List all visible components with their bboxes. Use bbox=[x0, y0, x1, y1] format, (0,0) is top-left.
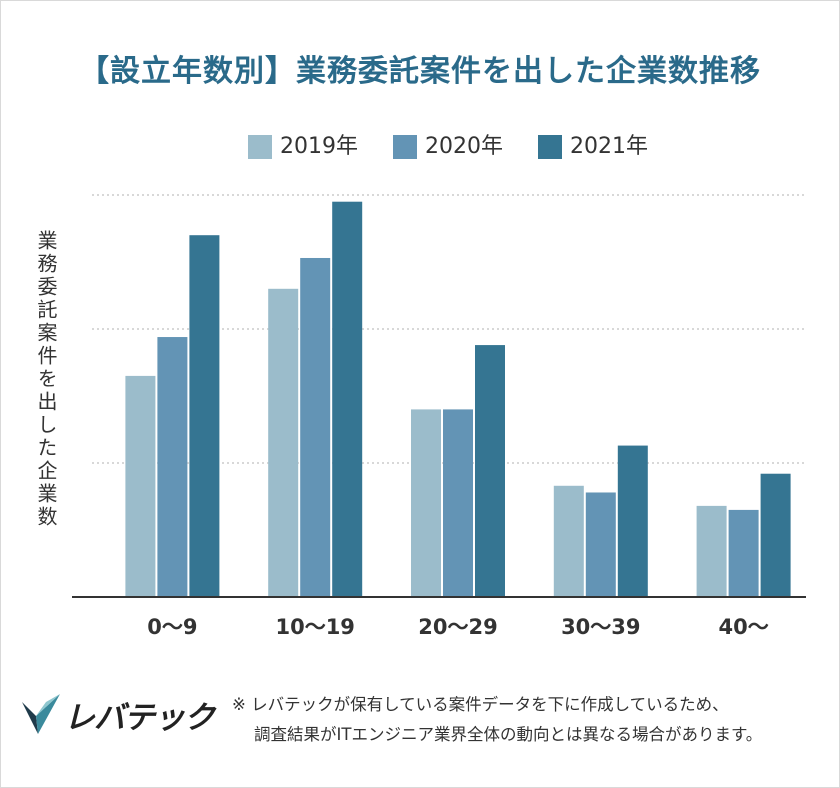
legend-swatch-2020 bbox=[393, 135, 417, 159]
legend-swatch-2019 bbox=[248, 135, 272, 159]
legend-swatch-2021 bbox=[538, 135, 562, 159]
x-tick-label-0: 0〜9 bbox=[147, 615, 197, 639]
logo-text: レバテック bbox=[64, 700, 215, 736]
bar-1-1 bbox=[300, 257, 331, 597]
x-tick-label-3: 30〜39 bbox=[561, 615, 640, 639]
chart-legend: 2019年 2020年 2021年 bbox=[0, 133, 840, 163]
bar-1-2 bbox=[332, 201, 363, 597]
chart-plot: 0〜9 10〜19 20〜29 30〜39 40〜 bbox=[72, 194, 806, 639]
bar-0-1 bbox=[157, 337, 188, 597]
levtech-logo: レバテック bbox=[20, 690, 215, 736]
chart-title: 【設立年数別】業務委託案件を出した企業数推移 bbox=[79, 54, 761, 89]
legend-label-2021: 2021年 bbox=[570, 134, 648, 159]
footer-note-line2: 調査結果がITエンジニア業界全体の動向とは異なる場合があります。 bbox=[254, 725, 763, 744]
x-tick-label-2: 20〜29 bbox=[418, 615, 497, 639]
logo-mark-icon bbox=[22, 694, 60, 734]
bar-3-1 bbox=[585, 492, 616, 597]
footer-note-line1: ※ レバテックが保有している案件データを下に作成しているため、 bbox=[232, 695, 729, 714]
x-tick-label-4: 40〜 bbox=[718, 615, 768, 639]
y-axis-label: 業務委託案件を出した企業数 bbox=[34, 230, 58, 529]
bar-0-2 bbox=[189, 235, 220, 597]
bar-2-2 bbox=[475, 345, 505, 597]
bar-1-0 bbox=[268, 288, 299, 597]
bar-2-0 bbox=[411, 409, 441, 597]
bar-3-0 bbox=[553, 485, 584, 597]
bar-2-1 bbox=[443, 409, 473, 597]
legend-label-2019: 2019年 bbox=[280, 134, 358, 159]
bar-4-0 bbox=[696, 505, 727, 597]
legend-label-2020: 2020年 bbox=[425, 134, 503, 159]
bar-4-2 bbox=[760, 473, 791, 597]
x-tick-label-1: 10〜19 bbox=[275, 615, 354, 639]
bar-0-0 bbox=[125, 375, 156, 597]
footer-note: ※ レバテックが保有している案件データを下に作成しているため、 調査結果がITエ… bbox=[232, 690, 762, 750]
bar-4-1 bbox=[728, 509, 759, 597]
bar-3-2 bbox=[617, 445, 648, 597]
